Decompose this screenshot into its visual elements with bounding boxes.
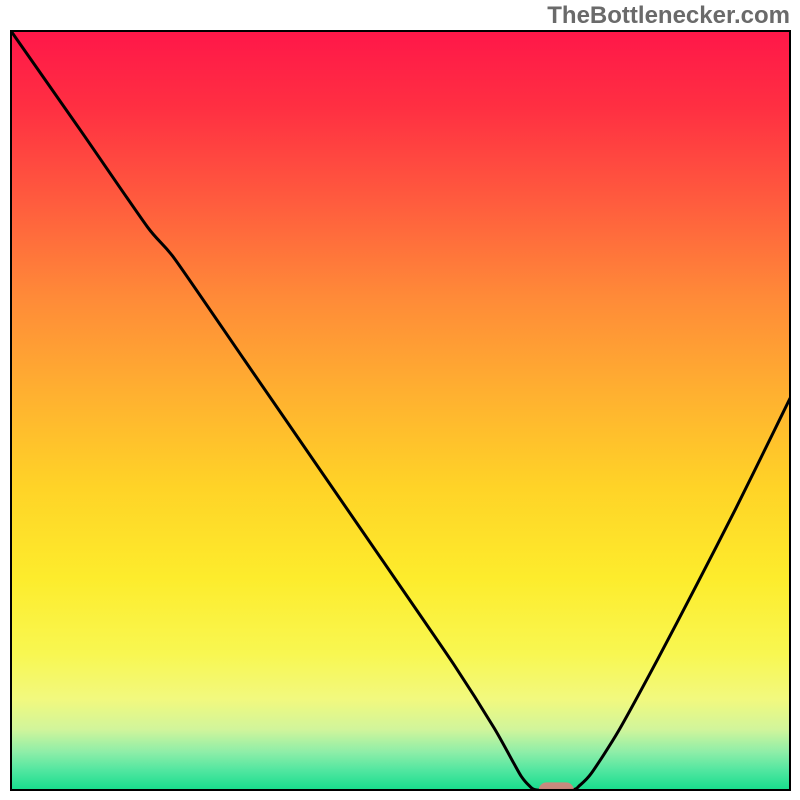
gradient-background xyxy=(11,31,790,790)
chart-container: TheBottlenecker.com xyxy=(0,0,800,800)
bottleneck-chart xyxy=(0,0,800,800)
